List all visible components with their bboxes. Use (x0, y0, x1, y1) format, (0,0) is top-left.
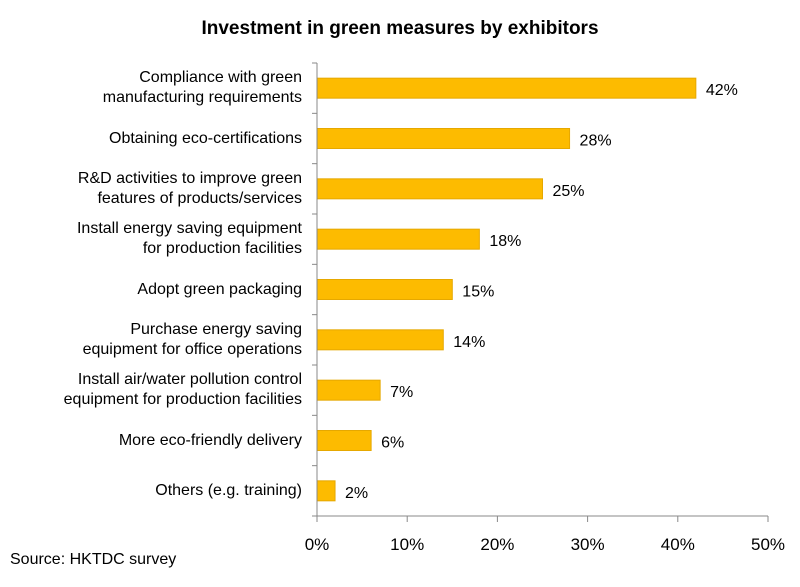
bar-8 (316, 430, 372, 451)
category-label-line: Compliance with green (139, 69, 302, 87)
category-label-line: equipment for production facilities (63, 391, 302, 409)
category-label-line: More eco-friendly delivery (118, 431, 302, 449)
category-label-6: Purchase energy saving equipment for offi… (2, 320, 302, 360)
bar-1 (316, 77, 697, 99)
bar-6 (316, 329, 444, 351)
category-label-line: Install energy saving equipment (76, 220, 302, 238)
category-label-7: Install air/water pollution control equip… (2, 370, 302, 410)
bar-2 (316, 128, 571, 149)
data-label-6: 14% (453, 334, 485, 351)
x-tick-label-30pct: 30% (571, 535, 605, 554)
category-label-line: Obtaining eco-certifications (109, 129, 302, 147)
bar-5 (316, 279, 453, 300)
data-label-3: 25% (553, 183, 585, 200)
category-label-1: Compliance with green manufacturing requi… (2, 68, 302, 108)
x-tick-label-20pct: 20% (480, 535, 514, 554)
category-label-4: Install energy saving equipment for produ… (2, 219, 302, 259)
chart-title: Investment in green measures by exhibito… (201, 18, 599, 39)
category-label-line: Others (e.g. training) (155, 481, 302, 499)
data-label-4: 18% (489, 233, 521, 250)
x-tick-label-0pct: 0% (305, 535, 330, 554)
data-label-8: 6% (381, 435, 404, 452)
x-tick-label-40pct: 40% (661, 535, 695, 554)
category-label-line: manufacturing requirements (102, 89, 302, 107)
category-label-5: Adopt green packaging (2, 280, 302, 300)
category-label-line: features of products/services (97, 189, 302, 207)
category-label-line: Adopt green packaging (137, 280, 302, 298)
data-label-9: 2% (345, 485, 368, 502)
data-label-2: 28% (580, 133, 612, 150)
bar-9 (316, 480, 336, 502)
category-label-3: R&D activities to improve green features … (2, 169, 302, 209)
category-label-line: Install air/water pollution control (77, 371, 302, 389)
bar-7 (316, 379, 381, 401)
source-note: Source: HKTDC survey (10, 551, 177, 568)
bar-4 (316, 228, 480, 250)
category-label-line: Purchase energy saving (130, 320, 302, 338)
category-label-line: equipment for office operations (82, 340, 302, 358)
bar-3 (316, 178, 543, 200)
data-label-1: 42% (706, 82, 738, 99)
data-label-7: 7% (390, 384, 413, 401)
category-label-2: Obtaining eco-certifications (2, 129, 302, 149)
x-tick-label-50pct: 50% (751, 535, 785, 554)
category-label-8: More eco-friendly delivery (2, 431, 302, 451)
category-label-9: Others (e.g. training) (2, 481, 302, 501)
x-tick-label-10pct: 10% (390, 535, 424, 554)
category-label-line: for production facilities (142, 240, 302, 258)
data-label-5: 15% (462, 284, 494, 301)
category-label-line: R&D activities to improve green (77, 169, 302, 187)
